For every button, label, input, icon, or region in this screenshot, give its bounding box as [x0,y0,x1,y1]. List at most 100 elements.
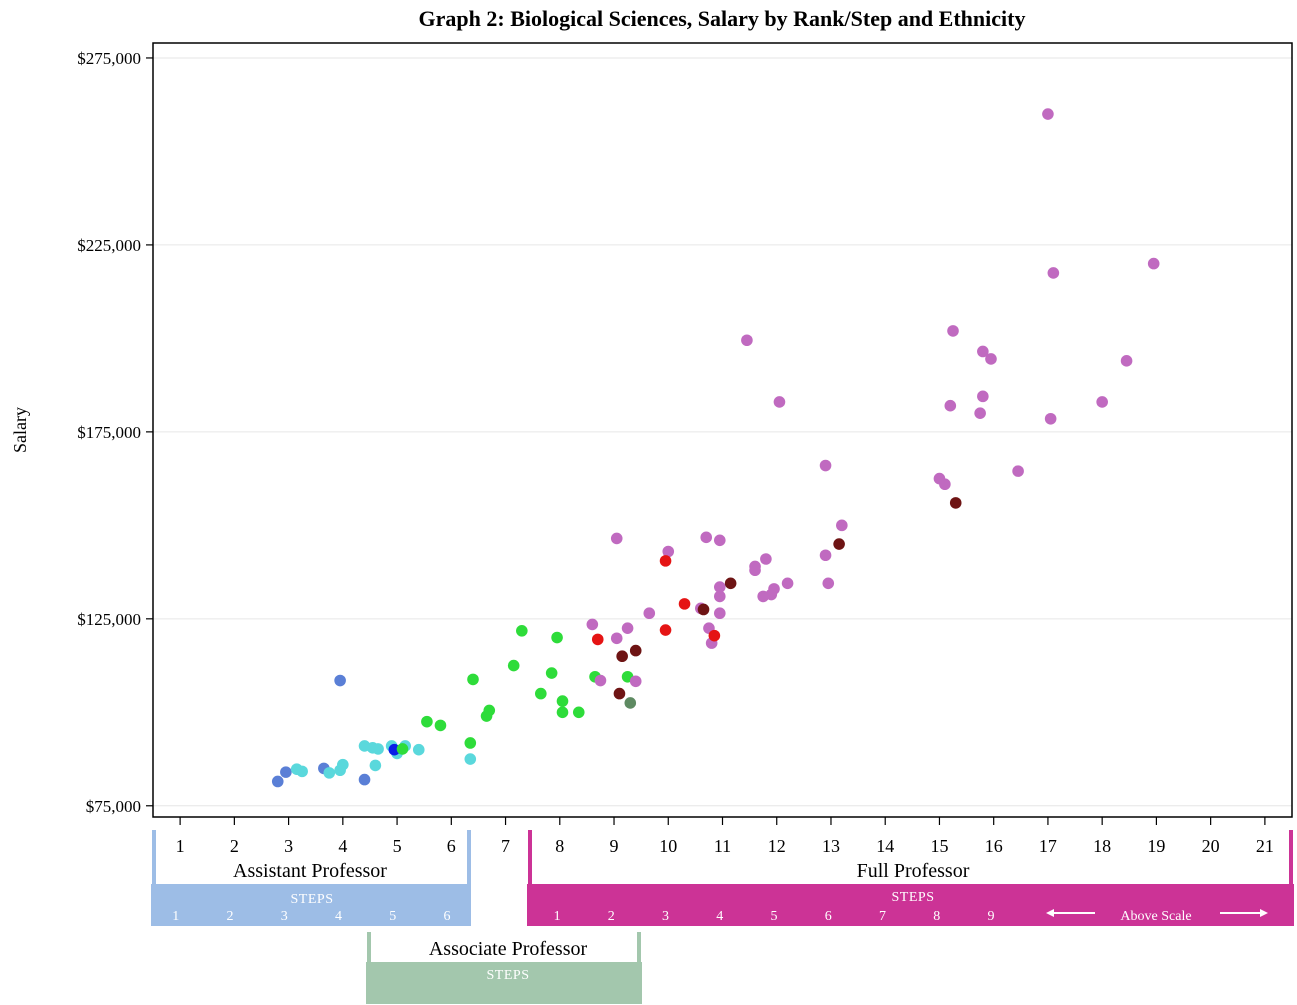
x-tick-label: 17 [1039,836,1057,856]
data-point [556,695,569,707]
y-tick-label: $175,000 [77,423,141,442]
data-point [323,767,336,779]
data-point [467,673,479,686]
above-scale-label: Above Scale [1120,909,1191,924]
full-step-number: 2 [608,909,615,924]
data-point [1047,267,1060,279]
assistant-step-number: 3 [281,909,288,924]
assistant-step-number: 6 [443,909,450,924]
data-point [760,553,772,565]
x-tick-label: 13 [822,836,840,856]
data-point [947,325,959,337]
x-tick-label: 9 [610,836,619,856]
x-tick-label: 11 [714,836,731,856]
data-point [624,697,637,709]
data-point [545,667,558,679]
data-points [271,108,1160,788]
data-point [819,549,832,562]
full-step-number: 4 [716,909,723,924]
x-tick-label: 18 [1093,836,1111,856]
assistant-steps-band [151,884,471,926]
x-tick-label: 15 [930,836,948,856]
data-point [659,624,672,636]
data-point [822,577,835,590]
data-point [372,743,384,755]
x-tick-label: 3 [284,836,293,856]
x-tick-label: 12 [768,836,786,856]
data-point [358,773,371,786]
data-point [586,618,599,631]
data-point [1042,108,1054,120]
data-point [556,706,569,719]
data-point [708,629,721,642]
data-point [613,687,626,700]
above-scale-arrow-left [1046,909,1095,917]
x-tick-label: 1 [176,836,185,856]
data-point [1120,355,1133,367]
x-tick-label: 16 [985,836,1003,856]
data-point [280,766,292,778]
x-tick-label: 21 [1256,836,1274,856]
data-point [629,644,642,657]
data-point [421,715,433,728]
data-point [296,765,308,778]
data-point [768,583,780,595]
data-point [749,560,761,573]
assistant-step-number: 4 [335,909,342,924]
data-point [724,577,737,590]
data-point [836,519,848,532]
data-point [1096,396,1108,408]
full-steps-label: STEPS [892,890,935,905]
data-point [483,704,496,717]
assistant-step-numbers: 1 2 3 4 5 6 [172,909,450,924]
associate-steps-band [366,962,642,1004]
full-step-numbers: 1 2 3 4 5 6 7 8 9 [554,909,995,924]
x-tick-label: 4 [338,836,347,856]
data-point [629,675,642,688]
data-point [610,632,623,645]
data-point [939,478,951,491]
data-point [396,743,409,755]
gridlines [153,57,1292,807]
associate-professor-bracket: Associate Professor STEPS [366,932,642,1004]
data-point [977,345,989,358]
x-tick-label: 14 [876,836,894,856]
data-point [974,407,986,419]
data-point [741,334,753,347]
full-steps-band [527,884,1294,926]
x-tick-label: 7 [501,836,510,856]
data-point [334,674,346,687]
full-step-number: 7 [879,909,886,924]
associate-steps-label: STEPS [487,968,530,983]
data-point [643,607,656,620]
assistant-step-number: 5 [389,909,396,924]
full-professor-label: Full Professor [857,860,970,882]
data-point [949,497,962,509]
data-point [1012,465,1024,477]
assistant-professor-label: Assistant Professor [233,860,387,882]
data-point [713,534,726,547]
above-scale-arrow-right [1220,909,1268,917]
y-axis: $75,000 $125,000 $175,000 $225,000 $275,000 [77,49,153,816]
full-step-number: 3 [662,909,669,924]
data-point [1044,412,1057,425]
data-point [944,399,957,412]
data-point [616,650,628,663]
data-point [1147,257,1160,270]
data-point [412,743,425,756]
x-tick-label: 19 [1147,836,1165,856]
data-point [662,545,675,558]
chart-title: Graph 2: Biological Sciences, Salary by … [419,6,1026,31]
data-point [621,622,634,634]
data-point [507,659,520,672]
data-point [271,775,284,788]
data-point [591,633,604,646]
assistant-steps-label: STEPS [291,892,334,907]
plot-frame [152,42,1293,818]
full-step-number: 9 [987,909,994,924]
data-point [773,396,786,408]
x-tick-label: 8 [555,836,564,856]
data-point [337,758,349,771]
data-point [713,607,726,620]
data-point [434,719,447,732]
